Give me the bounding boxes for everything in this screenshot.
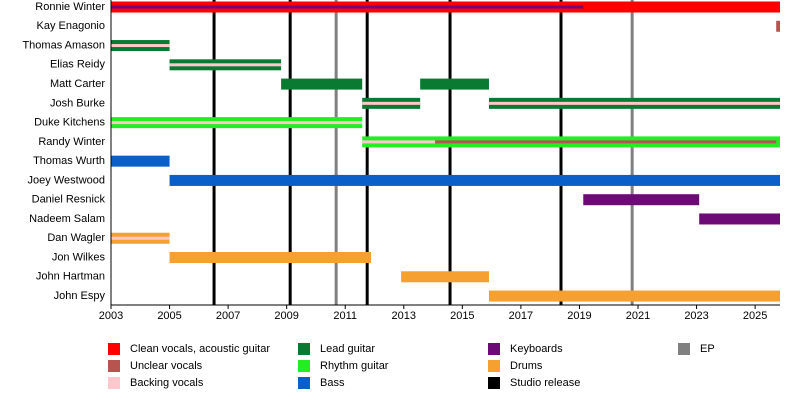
event-lines	[212, 0, 634, 305]
row-label: John Espy	[54, 290, 106, 302]
legend-swatch	[488, 377, 500, 389]
row-label: John Hartman	[36, 271, 105, 283]
row-label: Kay Enagonio	[37, 20, 106, 32]
role-stripe	[362, 101, 421, 105]
x-tick-label: 2021	[626, 310, 650, 322]
role-bar	[111, 155, 170, 167]
x-tick-label: 2025	[743, 310, 767, 322]
x-tick-label: 2011	[333, 310, 357, 322]
legend-label: Clean vocals, acoustic guitar	[130, 343, 270, 355]
x-tick-label: 2019	[567, 310, 591, 322]
legend-label: Drums	[510, 360, 543, 372]
row-label: Randy Winter	[38, 136, 105, 148]
legend-label: Studio release	[510, 377, 580, 389]
role-bar	[488, 290, 780, 302]
legend-label: EP	[700, 343, 715, 355]
role-stripe	[111, 5, 584, 9]
role-stripe	[488, 101, 780, 105]
legend-label: Keyboards	[510, 343, 563, 355]
legend-label: Rhythm guitar	[320, 360, 389, 372]
axes: Ronnie Winter Kay Enagonio Thomas Amason El…	[22, 0, 780, 322]
legend-swatch	[488, 343, 500, 355]
role-bar	[169, 252, 371, 264]
x-tick-label: 2007	[216, 310, 240, 322]
x-tick-label: 2023	[684, 310, 708, 322]
role-stripe	[111, 236, 170, 240]
legend-label: Unclear vocals	[130, 360, 203, 372]
x-tick-label: 2017	[509, 310, 533, 322]
legend-swatch	[298, 360, 310, 372]
role-stripe	[362, 140, 436, 144]
row-label: Jon Wilkes	[52, 251, 106, 263]
x-tick-label: 2015	[450, 310, 474, 322]
row-label: Ronnie Winter	[35, 1, 105, 13]
row-label: Thomas Amason	[22, 39, 105, 51]
legend-swatch	[298, 343, 310, 355]
legend-label: Backing vocals	[130, 377, 204, 389]
legend-label: Lead guitar	[320, 343, 375, 355]
legend-swatch	[488, 360, 500, 372]
row-label: Josh Burke	[50, 97, 105, 109]
role-stripe	[169, 63, 282, 67]
bars	[111, 1, 781, 302]
row-label: Dan Wagler	[47, 232, 105, 244]
row-label: Matt Carter	[50, 78, 105, 90]
legend-swatch	[108, 343, 120, 355]
row-label: Joey Westwood	[28, 174, 105, 186]
role-stripe	[435, 140, 777, 144]
x-tick-label: 2013	[392, 310, 416, 322]
legend-swatch	[108, 360, 120, 372]
legend-label: Bass	[320, 377, 345, 389]
x-tick-label: 2009	[274, 310, 298, 322]
row-label: Thomas Wurth	[33, 155, 105, 167]
role-bar	[169, 174, 781, 186]
role-bar	[401, 271, 489, 283]
role-stripe	[111, 121, 363, 125]
row-label: Elias Reidy	[50, 59, 106, 71]
legend: Clean vocals, acoustic guitar Unclear voc…	[108, 343, 715, 389]
role-bar	[699, 213, 780, 225]
x-tick-label: 2003	[99, 310, 123, 322]
role-bar	[776, 20, 780, 32]
legend-swatch	[298, 377, 310, 389]
role-stripe	[111, 44, 170, 48]
row-label: Nadeem Salam	[29, 213, 105, 225]
x-tick-label: 2005	[157, 310, 181, 322]
legend-swatch	[678, 343, 690, 355]
row-label: Daniel Resnick	[32, 194, 106, 206]
role-bar	[281, 78, 363, 90]
legend-swatch	[108, 377, 120, 389]
role-bar	[420, 78, 489, 90]
row-label: Duke Kitchens	[34, 117, 105, 129]
role-bar	[583, 194, 700, 206]
